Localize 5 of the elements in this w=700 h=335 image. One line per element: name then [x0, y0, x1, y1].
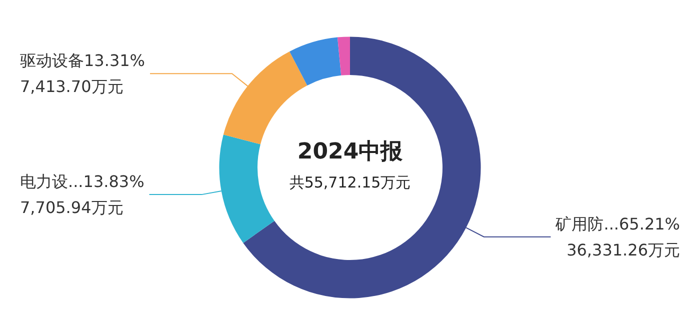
- slice-label: 电力设...13.83% 7,705.94万元: [20, 172, 144, 218]
- text: 共55,712.15万元: [289, 174, 411, 192]
- text: 2024中报: [297, 140, 404, 164]
- slice-label: 矿用防...65.21% 36,331.26万元: [554, 214, 680, 260]
- slice-label: 驱动设备13.31% 7,413.70万元: [20, 51, 146, 96]
